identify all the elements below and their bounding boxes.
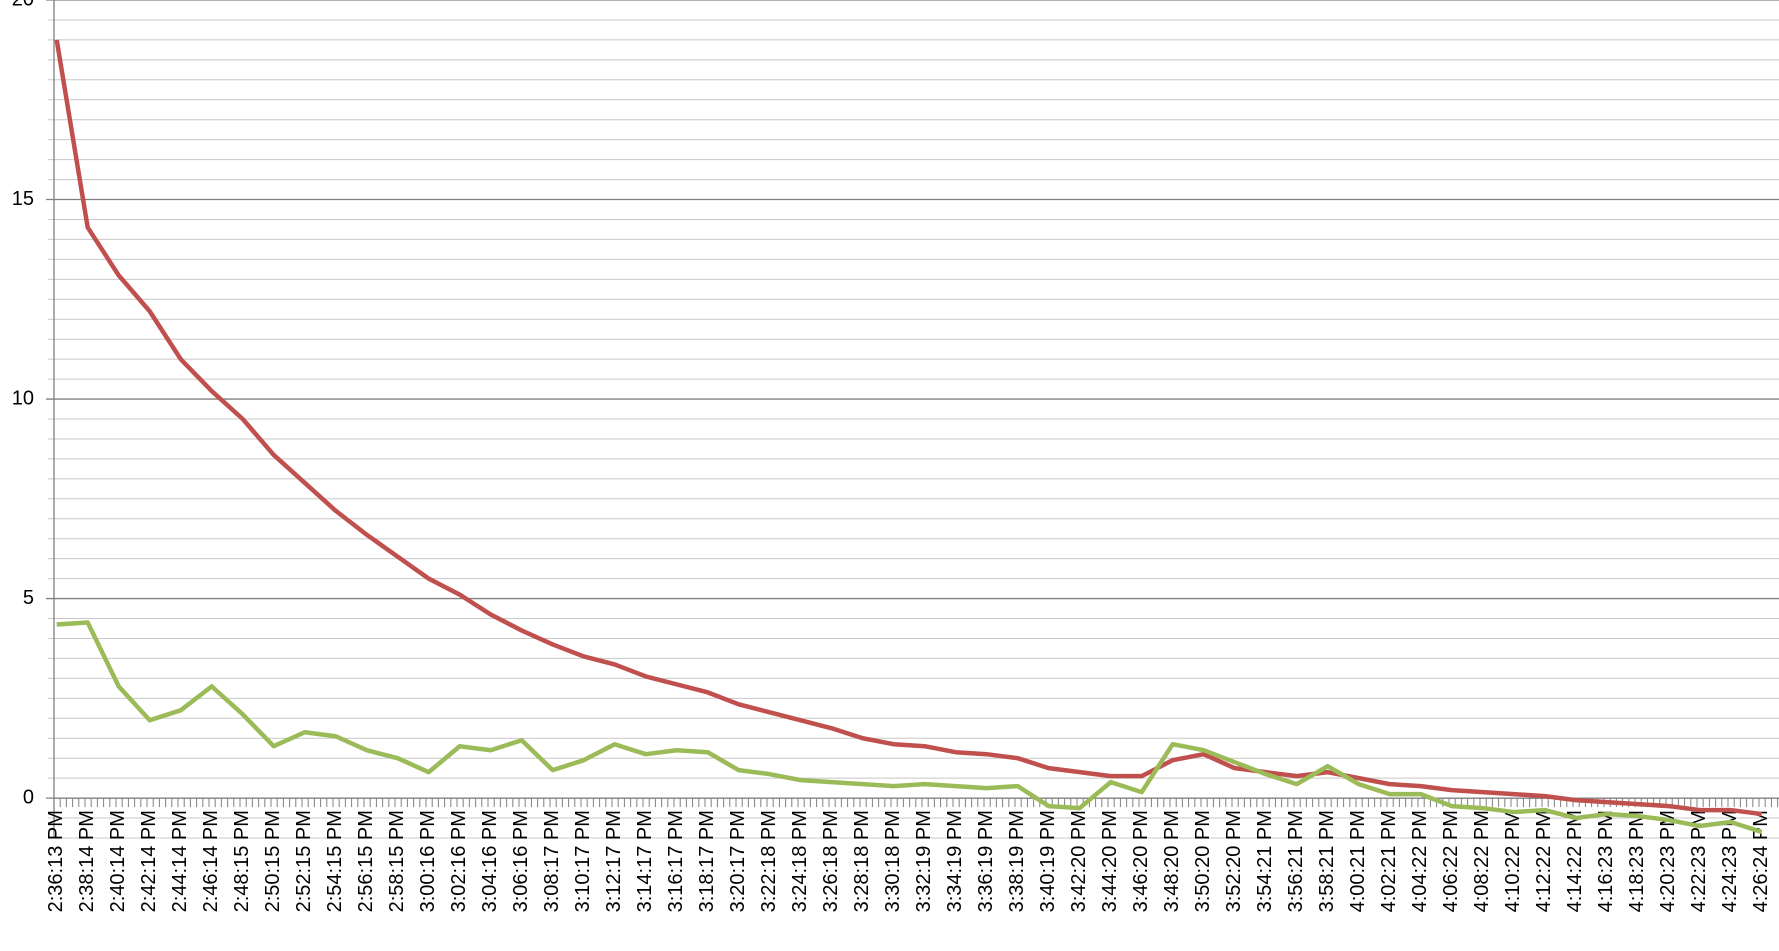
y-tick-label: 0 xyxy=(23,786,34,808)
x-tick-label: 2:54:15 PM xyxy=(324,810,346,912)
x-tick-label: 3:04:16 PM xyxy=(479,810,501,912)
x-tick-label: 2:58:15 PM xyxy=(386,810,408,912)
x-tick-label: 3:56:21 PM xyxy=(1285,810,1307,912)
x-tick-label: 4:06:22 PM xyxy=(1440,810,1462,912)
x-tick-label: 2:56:15 PM xyxy=(355,810,377,912)
y-tick-label: 15 xyxy=(12,188,34,210)
x-tick-label: 2:40:14 PM xyxy=(107,810,129,912)
x-tick-label: 3:18:17 PM xyxy=(696,810,718,912)
x-tick-label: 4:04:22 PM xyxy=(1409,810,1431,912)
x-tick-label: 4:14:22 PM xyxy=(1564,810,1586,912)
x-tick-label: 3:36:19 PM xyxy=(975,810,997,912)
x-tick-label: 4:24:23 PM xyxy=(1719,810,1741,912)
y-tick-label: 10 xyxy=(12,387,34,409)
x-tick-label: 3:58:21 PM xyxy=(1316,810,1338,912)
series-line xyxy=(56,620,1763,835)
series-line xyxy=(54,39,1762,817)
x-tick-label: 2:46:14 PM xyxy=(200,810,222,912)
x-tick-label: 3:42:20 PM xyxy=(1068,810,1090,912)
x-tick-label: 4:10:22 PM xyxy=(1502,810,1524,912)
x-tick-label: 3:38:19 PM xyxy=(1006,810,1028,912)
x-tick-label: 4:00:21 PM xyxy=(1347,810,1369,912)
x-tick-label: 3:52:20 PM xyxy=(1223,810,1245,912)
x-tick-label: 3:50:20 PM xyxy=(1192,810,1214,912)
x-tick-label: 3:48:20 PM xyxy=(1161,810,1183,912)
x-tick-label: 2:48:15 PM xyxy=(231,810,253,912)
y-tick-label: 5 xyxy=(23,587,34,609)
x-tick-label: 3:06:16 PM xyxy=(510,810,532,912)
x-tick-label: 3:08:17 PM xyxy=(541,810,563,912)
x-tick-label: 3:30:18 PM xyxy=(882,810,904,912)
x-tick-label: 3:44:20 PM xyxy=(1099,810,1121,912)
x-tick-label: 3:40:19 PM xyxy=(1037,810,1059,912)
x-tick-label: 2:42:14 PM xyxy=(138,810,160,912)
x-tick-label: 2:52:15 PM xyxy=(293,810,315,912)
x-tick-label: 2:44:14 PM xyxy=(169,810,191,912)
x-tick-label: 2:36:13 PM xyxy=(45,810,67,912)
x-tick-label: 3:12:17 PM xyxy=(603,810,625,912)
x-tick-label: 3:14:17 PM xyxy=(634,810,656,912)
x-tick-label: 4:22:23 PM xyxy=(1688,810,1710,912)
x-tick-label: 4:02:21 PM xyxy=(1378,810,1400,912)
x-tick-label: 3:10:17 PM xyxy=(572,810,594,912)
x-tick-label: 3:20:17 PM xyxy=(727,810,749,912)
x-tick-label: 4:20:23 PM xyxy=(1657,810,1679,912)
y-tick-label: 20 xyxy=(12,0,34,10)
x-tick-label: 2:50:15 PM xyxy=(262,810,284,912)
x-tick-label: 3:00:16 PM xyxy=(417,810,439,912)
x-tick-label: 4:18:23 PM xyxy=(1626,810,1648,912)
x-tick-label: 3:32:19 PM xyxy=(913,810,935,912)
x-tick-label: 3:24:18 PM xyxy=(789,810,811,912)
x-tick-label: 3:46:20 PM xyxy=(1130,810,1152,912)
x-tick-label: 3:34:19 PM xyxy=(944,810,966,912)
x-tick-label: 3:28:18 PM xyxy=(851,810,873,912)
x-tick-label: 4:08:22 PM xyxy=(1471,810,1493,912)
x-tick-label: 2:38:14 PM xyxy=(76,810,98,912)
x-tick-label: 4:12:22 PM xyxy=(1533,810,1555,912)
x-tick-label: 3:16:17 PM xyxy=(665,810,687,912)
x-tick-label: 3:54:21 PM xyxy=(1254,810,1276,912)
x-tick-label: 4:16:23 PM xyxy=(1595,810,1617,912)
x-tick-label: 3:22:18 PM xyxy=(758,810,780,912)
x-tick-label: 3:02:16 PM xyxy=(448,810,470,912)
x-tick-label: 3:26:18 PM xyxy=(820,810,842,912)
x-tick-label: 4:26:24 PM xyxy=(1750,810,1772,912)
